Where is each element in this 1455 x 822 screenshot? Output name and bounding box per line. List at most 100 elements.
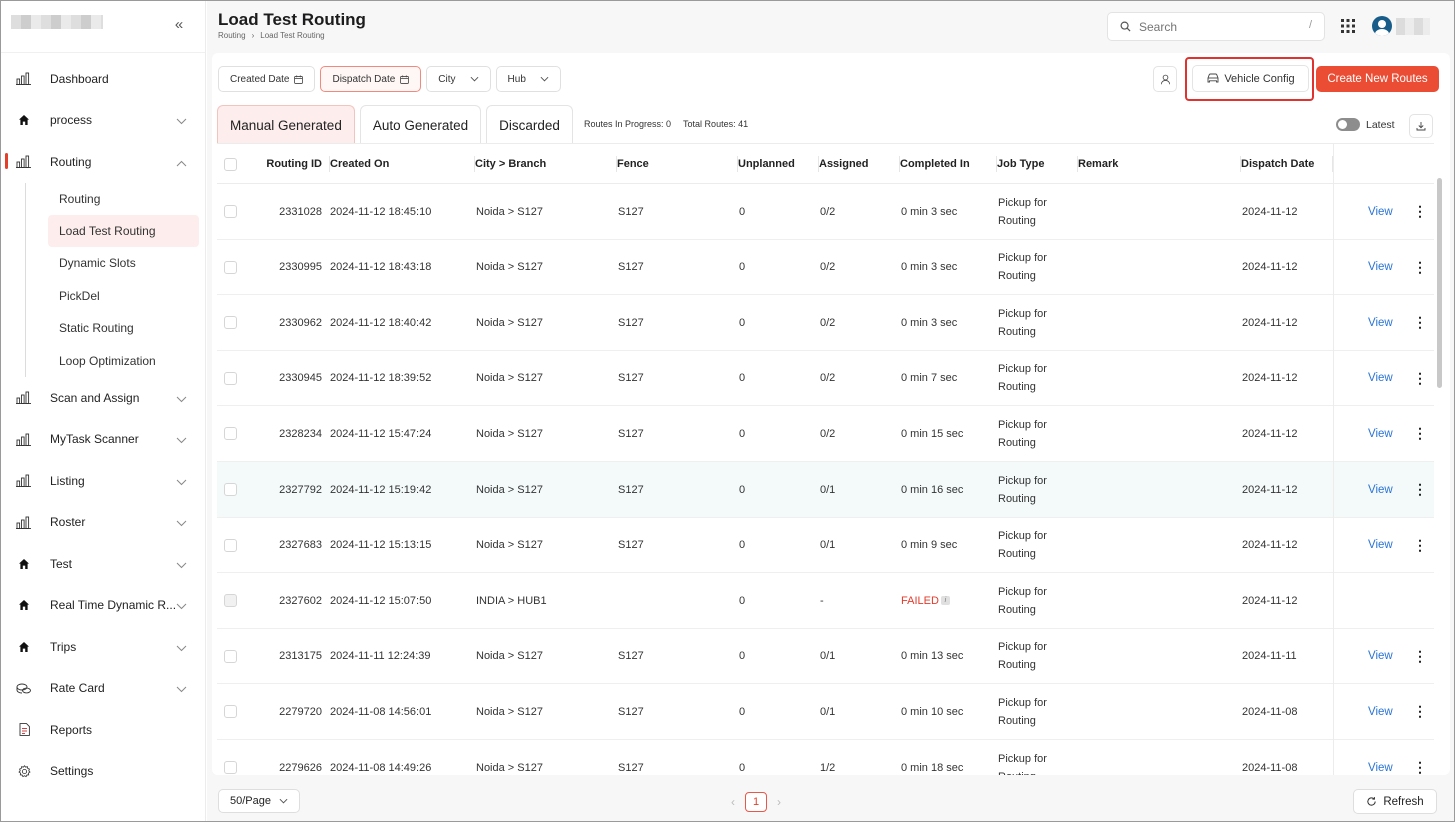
more-options-icon[interactable]: ⋮ [1413,759,1427,775]
table-row[interactable]: 2331028 2024-11-12 18:45:10 Noida > S127 S1… [217,184,1434,240]
row-checkbox[interactable] [224,462,237,517]
vehicle-config-button[interactable]: Vehicle Config [1192,65,1309,92]
refresh-button[interactable]: Refresh [1353,789,1437,814]
column-header-job-type[interactable]: Job Type [997,144,1078,184]
info-icon[interactable]: i [940,596,950,606]
column-header-city-branch[interactable]: City > Branch [475,144,617,184]
row-checkbox[interactable] [224,573,237,628]
view-link[interactable]: View [1368,483,1393,496]
cell-routing-id: 2327792 [279,483,322,496]
more-options-icon[interactable]: ⋮ [1413,647,1427,664]
submenu-item-pickdel[interactable]: PickDel [1,280,206,312]
table-row[interactable]: 2327602 2024-11-12 15:07:50 INDIA > HUB1 0 -… [217,573,1434,629]
sidebar-item-dashboard[interactable]: Dashboard [1,58,206,100]
page-number-current[interactable]: 1 [745,792,767,812]
sidebar-item-real-time-dynamic-r[interactable]: Real Time Dynamic R... [1,584,206,626]
more-options-icon[interactable]: ⋮ [1413,203,1427,219]
per-page-select[interactable]: 50/Page [218,789,300,813]
view-link[interactable]: View [1368,316,1393,329]
view-link[interactable]: View [1368,705,1393,718]
sidebar-item-trips[interactable]: Trips [1,626,206,668]
table-row[interactable]: 2330945 2024-11-12 18:39:52 Noida > S127 S1… [217,351,1434,407]
submenu-item-loop-optimization[interactable]: Loop Optimization [1,344,206,376]
apps-grid-icon[interactable] [1341,19,1355,33]
row-checkbox[interactable] [224,406,237,461]
row-checkbox[interactable] [224,351,237,406]
header-select-all[interactable] [224,144,237,184]
sidebar-item-label: Reports [50,722,93,737]
next-page-icon[interactable]: › [777,795,781,809]
tab-manual-generated[interactable]: Manual Generated [217,105,355,144]
sidebar-item-scan-and-assign[interactable]: Scan and Assign [1,377,206,419]
more-options-icon[interactable]: ⋮ [1413,481,1427,497]
column-header-created-on[interactable]: Created On [330,144,475,184]
search-input[interactable] [1139,19,1299,34]
download-button[interactable] [1409,114,1433,138]
sidebar-item-rate-card[interactable]: Rate Card [1,667,206,709]
column-header-remark[interactable]: Remark [1078,144,1241,184]
more-options-icon[interactable]: ⋮ [1413,314,1427,331]
sidebar-item-routing[interactable]: Routing [1,141,206,183]
sidebar-item-test[interactable]: Test [1,543,206,585]
column-header-fence[interactable]: Fence [617,144,738,184]
table-scrollbar[interactable] [1437,178,1442,388]
row-checkbox[interactable] [224,629,237,684]
table-row[interactable]: 2330962 2024-11-12 18:40:42 Noida > S127 S1… [217,295,1434,351]
row-checkbox[interactable] [224,295,237,350]
more-options-icon[interactable]: ⋮ [1413,703,1427,720]
column-header-unplanned[interactable]: Unplanned [738,144,819,184]
tab-auto-generated[interactable]: Auto Generated [359,105,482,144]
view-link[interactable]: View [1368,372,1393,385]
submenu-item-static-routing[interactable]: Static Routing [1,312,206,344]
column-header-dispatch-date[interactable]: Dispatch Date [1241,144,1333,184]
cell-city-branch: Noida > S127 [476,427,543,440]
row-checkbox[interactable] [224,240,237,295]
column-header-completed-in[interactable]: Completed In [900,144,997,184]
more-options-icon[interactable]: ⋮ [1413,425,1427,442]
row-checkbox[interactable] [224,518,237,573]
view-link[interactable]: View [1368,539,1393,552]
table-row[interactable]: 2330995 2024-11-12 18:43:18 Noida > S127 S1… [217,240,1434,296]
submenu-item-routing[interactable]: Routing [1,183,206,215]
view-link[interactable]: View [1368,427,1393,440]
sidebar-item-mytask-scanner[interactable]: MyTask Scanner [1,418,206,460]
tab-discarded[interactable]: Discarded [486,105,573,144]
table-row[interactable]: 2327683 2024-11-12 15:13:15 Noida > S127 S1… [217,518,1434,574]
view-link[interactable]: View [1368,261,1393,274]
search-box[interactable]: / [1107,12,1325,41]
row-checkbox[interactable] [224,684,237,739]
view-link[interactable]: View [1368,650,1393,663]
user-avatar[interactable] [1372,16,1392,36]
assign-user-button[interactable] [1153,66,1177,92]
table-row[interactable]: 2279626 2024-11-08 14:49:26 Noida > S127 S1… [217,740,1434,775]
column-header-assigned[interactable]: Assigned [819,144,900,184]
more-options-icon[interactable]: ⋮ [1413,536,1427,553]
sidebar-item-listing[interactable]: Listing [1,460,206,502]
row-checkbox[interactable] [224,184,237,239]
filter-city[interactable]: City [426,66,491,92]
filter-created-date[interactable]: Created Date [218,66,316,92]
sidebar-item-reports[interactable]: Reports [1,709,206,751]
prev-page-icon[interactable]: ‹ [731,795,735,809]
more-options-icon[interactable]: ⋮ [1413,258,1427,275]
create-new-routes-button[interactable]: Create New Routes [1316,66,1439,92]
filter-hub[interactable]: Hub [495,66,561,92]
view-link[interactable]: View [1368,205,1393,218]
sidebar-item-process[interactable]: process [1,100,206,142]
column-header-routing-id[interactable]: Routing ID [255,144,330,184]
table-row[interactable]: 2313175 2024-11-11 12:24:39 Noida > S127 S1… [217,629,1434,685]
sidebar-item-settings[interactable]: Settings [1,750,206,792]
table-row[interactable]: 2328234 2024-11-12 15:47:24 Noida > S127 S1… [217,406,1434,462]
view-link[interactable]: View [1368,761,1393,774]
collapse-sidebar-icon[interactable]: « [174,16,184,33]
submenu-item-dynamic-slots[interactable]: Dynamic Slots [1,247,206,279]
sidebar-item-roster[interactable]: Roster [1,501,206,543]
breadcrumb-item-routing[interactable]: Routing [218,31,246,40]
table-row[interactable]: 2327792 2024-11-12 15:19:42 Noida > S127 S1… [217,462,1434,518]
submenu-item-load-test-routing[interactable]: Load Test Routing [1,214,206,248]
row-checkbox[interactable] [224,740,237,775]
table-row[interactable]: 2279720 2024-11-08 14:56:01 Noida > S127 S1… [217,684,1434,740]
filter-dispatch-date[interactable]: Dispatch Date [320,66,422,92]
latest-toggle[interactable] [1336,118,1360,131]
more-options-icon[interactable]: ⋮ [1413,369,1427,386]
